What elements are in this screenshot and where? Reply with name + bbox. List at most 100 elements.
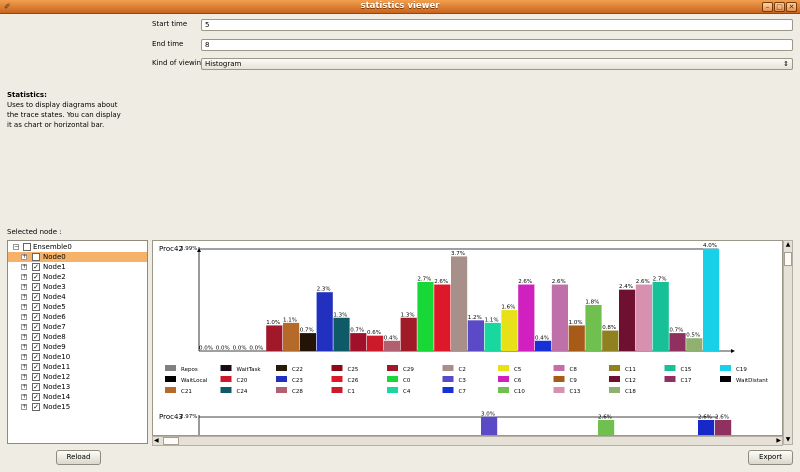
tree-root[interactable]: − Ensemble0 [8, 242, 147, 252]
tree-item-node0[interactable]: + Node0 [8, 252, 147, 262]
tree-item-node9[interactable]: + ✓ Node9 [8, 342, 147, 352]
bar-value-label: 0.8% [602, 325, 616, 331]
node-checkbox[interactable]: ✓ [32, 313, 40, 321]
horizontal-scrollbar[interactable]: ◀ ▶ [152, 436, 783, 446]
root-checkbox[interactable] [23, 243, 31, 251]
tree-item-node13[interactable]: + ✓ Node13 [8, 382, 147, 392]
legend-label: C1 [348, 389, 355, 395]
expand-icon[interactable]: + [21, 353, 28, 360]
scroll-down-icon[interactable]: ▼ [785, 436, 791, 443]
expand-icon[interactable]: + [21, 313, 28, 320]
tree-item-node7[interactable]: + ✓ Node7 [8, 322, 147, 332]
tree-item-node4[interactable]: + ✓ Node4 [8, 292, 147, 302]
tree-item-node1[interactable]: + ✓ Node1 [8, 262, 147, 272]
expand-icon[interactable]: + [21, 323, 28, 330]
legend-swatch [220, 365, 232, 371]
reload-button[interactable]: Reload [56, 450, 101, 465]
legend-swatch [553, 387, 565, 393]
collapse-icon[interactable]: − [13, 243, 20, 250]
legend-swatch [442, 387, 454, 393]
expand-icon[interactable]: + [21, 283, 28, 290]
legend-swatch [165, 387, 176, 393]
node-checkbox[interactable]: ✓ [32, 333, 40, 341]
node-checkbox[interactable]: ✓ [32, 393, 40, 401]
expand-icon[interactable]: + [21, 343, 28, 350]
bar-value-label: 2.6% [598, 414, 612, 420]
tree-root-label: Ensemble0 [33, 243, 72, 251]
bar-waitdistant [551, 284, 568, 351]
expand-icon[interactable]: + [21, 293, 28, 300]
minimize-icon[interactable]: – [762, 2, 773, 12]
node-checkbox[interactable]: ✓ [32, 363, 40, 371]
close-icon[interactable]: ✕ [786, 2, 797, 12]
bar-value-label: 1.2% [468, 315, 482, 321]
horizontal-scroll-thumb[interactable] [163, 437, 179, 445]
tree-item-node11[interactable]: + ✓ Node11 [8, 362, 147, 372]
tree-item-node5[interactable]: + ✓ Node5 [8, 302, 147, 312]
scroll-right-icon[interactable]: ▶ [776, 437, 781, 444]
bar-c2 [283, 322, 300, 351]
expand-icon[interactable]: + [21, 383, 28, 390]
tree-item-node8[interactable]: + ✓ Node8 [8, 332, 147, 342]
selected-node-label: Selected node : [7, 228, 62, 236]
node-checkbox[interactable]: ✓ [32, 263, 40, 271]
histogram-plot-area[interactable]: Proc42 3.99% 0.0% 0.0% 0.0% 0.0% 1.0% 1.1% 0.7% 2… [152, 240, 783, 436]
bar-value-label: 0.7% [300, 328, 314, 334]
tree-item-node10[interactable]: + ✓ Node10 [8, 352, 147, 362]
expand-icon[interactable]: + [21, 303, 28, 310]
expand-icon[interactable]: + [21, 373, 28, 380]
legend-label: C10 [514, 389, 525, 395]
vertical-scroll-thumb[interactable] [784, 252, 792, 266]
window-titlebar[interactable]: ✐ statistics viewer – □ ✕ [0, 0, 800, 14]
start-time-input[interactable]: 5 [201, 19, 793, 31]
node-checkbox[interactable]: ✓ [32, 353, 40, 361]
y-axis-max-tick: 3.99% [180, 246, 197, 252]
scroll-left-icon[interactable]: ◀ [154, 437, 159, 444]
bar-c6 [484, 322, 501, 351]
export-button[interactable]: Export [748, 450, 793, 465]
node-tree[interactable]: − Ensemble0 + Node0 + ✓ Node1 + ✓ Node2 + ✓ Node3 +… [7, 240, 148, 444]
vertical-scrollbar[interactable]: ▲ ▼ [783, 240, 793, 445]
expand-icon[interactable]: + [21, 403, 28, 410]
end-time-input[interactable]: 8 [201, 39, 793, 51]
node-checkbox[interactable]: ✓ [32, 283, 40, 291]
expand-icon[interactable]: + [21, 363, 28, 370]
bar-c10 [715, 419, 732, 435]
node-checkbox[interactable]: ✓ [32, 273, 40, 281]
node-checkbox[interactable]: ✓ [32, 383, 40, 391]
tree-item-node2[interactable]: + ✓ Node2 [8, 272, 147, 282]
window-title: statistics viewer [360, 1, 440, 11]
scroll-up-icon[interactable]: ▲ [785, 241, 791, 248]
node-checkbox[interactable] [32, 253, 40, 261]
bar-c29 [266, 325, 283, 351]
description-line: the trace states. You can display [7, 111, 121, 119]
maximize-icon[interactable]: □ [774, 2, 785, 12]
tree-item-node14[interactable]: + ✓ Node14 [8, 392, 147, 402]
tree-item-node15[interactable]: + ✓ Node15 [8, 402, 147, 412]
node-checkbox[interactable]: ✓ [32, 343, 40, 351]
expand-icon[interactable]: + [21, 333, 28, 340]
tree-item-label: Node3 [43, 283, 66, 291]
node-checkbox[interactable]: ✓ [32, 403, 40, 411]
expand-icon[interactable]: + [21, 253, 28, 260]
tree-item-node12[interactable]: + ✓ Node12 [8, 372, 147, 382]
node-checkbox[interactable]: ✓ [32, 323, 40, 331]
node-checkbox[interactable]: ✓ [32, 293, 40, 301]
legend-swatch [498, 376, 509, 382]
node-checkbox[interactable]: ✓ [32, 373, 40, 381]
legend-label: C19 [736, 367, 747, 373]
bar-value-label: 0.7% [350, 328, 364, 334]
tree-item-node3[interactable]: + ✓ Node3 [8, 282, 147, 292]
start-time-label: Start time [152, 20, 188, 28]
kind-of-viewing-select[interactable]: Histogram ⇕ [201, 58, 793, 70]
expand-icon[interactable]: + [21, 273, 28, 280]
tree-item-node6[interactable]: + ✓ Node6 [8, 312, 147, 322]
expand-icon[interactable]: + [21, 263, 28, 270]
bar-value-label: 2.7% [653, 276, 667, 282]
node-checkbox[interactable]: ✓ [32, 303, 40, 311]
legend-swatch [276, 387, 287, 393]
tree-item-label: Node14 [43, 393, 71, 401]
legend-label: C24 [237, 389, 248, 395]
legend-label: C28 [292, 389, 303, 395]
expand-icon[interactable]: + [21, 393, 28, 400]
